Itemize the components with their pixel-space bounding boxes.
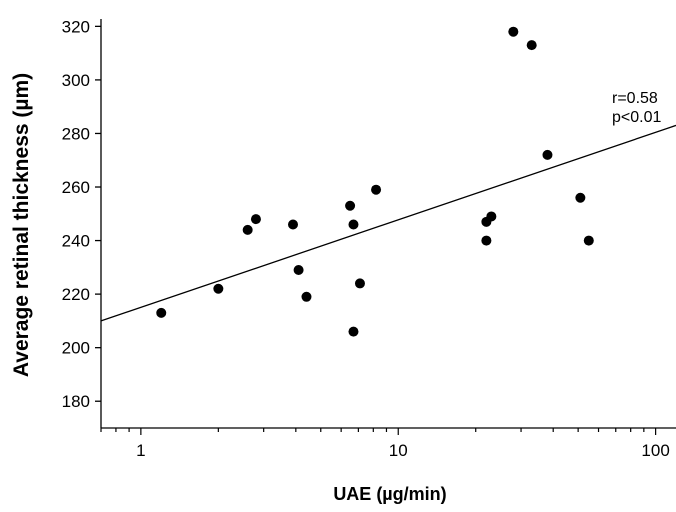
y-ticks: 180 200 220 240 260 280 300 320 [62,17,101,411]
y-tick-label: 240 [62,232,90,251]
data-point [242,224,253,235]
data-point [542,149,553,160]
y-tick-label: 180 [62,392,90,411]
y-tick-label: 280 [62,124,90,143]
x-ticks: 1 10 100 [100,428,670,460]
y-axis-label: Average retinal thickness (µm) [10,73,33,377]
data-point [348,219,359,230]
y-tick-label: 320 [62,17,90,36]
data-points [156,26,594,337]
data-point [213,283,224,294]
data-point [287,219,298,230]
y-tick-label: 260 [62,178,90,197]
data-point [354,278,365,289]
data-point [345,200,356,211]
data-point [301,291,312,302]
x-axis-label: UAE (µg/min) [333,484,446,504]
data-point [156,307,167,318]
data-point [526,40,537,51]
data-point [348,326,359,337]
data-point [250,214,261,225]
data-point [486,211,497,222]
x-tick-label: 100 [641,441,669,460]
x-tick-label: 1 [136,441,145,460]
annotation-r: r=0.58 [612,90,658,107]
data-point [293,265,304,276]
x-tick-label: 10 [389,441,408,460]
y-tick-label: 200 [62,339,90,358]
data-point [481,235,492,246]
data-point [575,192,586,203]
axes [100,19,676,429]
data-point [371,184,382,195]
regression-line [100,124,676,322]
data-point [583,235,594,246]
y-tick-label: 220 [62,285,90,304]
annotation-p: p<0.01 [612,109,661,126]
data-point [508,26,519,37]
y-tick-label: 300 [62,71,90,90]
